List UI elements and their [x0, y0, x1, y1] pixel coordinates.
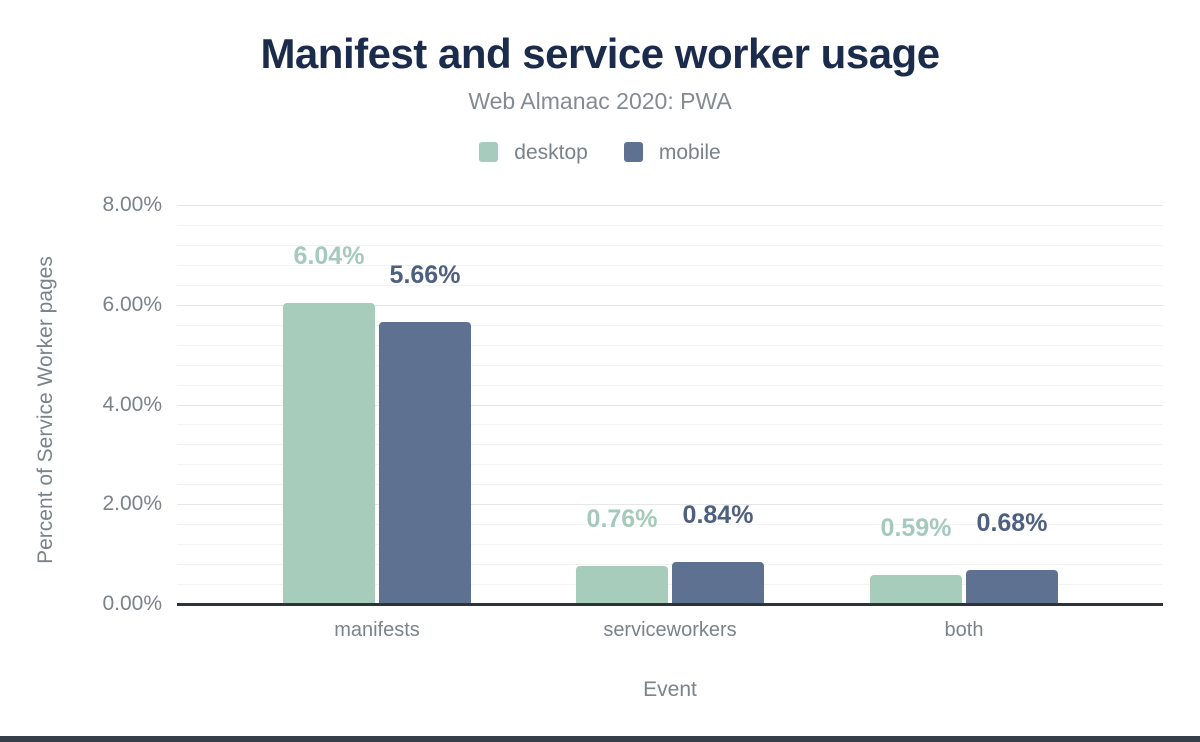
mobile-value-label-serviceworkers: 0.84%: [682, 501, 754, 530]
major-gridline: [177, 205, 1163, 206]
legend-item-desktop: desktop: [479, 142, 588, 163]
minor-gridline: [177, 524, 1163, 526]
minor-gridline: [177, 344, 1163, 346]
y-tick-label: 6.00%: [102, 292, 162, 316]
legend-label: desktop: [514, 140, 588, 164]
minor-gridline: [177, 424, 1163, 426]
major-gridline: [177, 504, 1163, 506]
desktop-value-label-serviceworkers: 0.76%: [586, 505, 658, 534]
minor-gridline: [177, 484, 1163, 486]
x-axis-title: Event: [643, 678, 697, 701]
minor-gridline: [177, 224, 1163, 226]
chart-title: Manifest and service worker usage: [260, 30, 940, 77]
minor-gridline: [177, 364, 1163, 366]
minor-gridline: [177, 464, 1163, 466]
y-tick-label: 4.00%: [102, 392, 162, 416]
minor-gridline: [177, 284, 1163, 286]
legend-label: mobile: [658, 140, 721, 164]
desktop-value-label-manifests: 6.04%: [293, 241, 365, 270]
minor-gridline: [177, 324, 1163, 326]
chart-subtitle: Web Almanac 2020: PWA: [468, 88, 732, 114]
legend: desktop mobile: [0, 140, 1200, 164]
plot-area: 6.04% 5.66% 0.76% 0.84% 0.59% 0.68%: [177, 205, 1163, 606]
legend-item-mobile: mobile: [623, 140, 721, 164]
desktop-bar-manifests[interactable]: [283, 302, 375, 604]
desktop-legend-swatch: [479, 142, 499, 162]
mobile-legend-swatch: [623, 142, 643, 162]
minor-gridline: [177, 384, 1163, 386]
minor-gridline: [177, 564, 1163, 566]
mobile-value-label-manifests: 5.66%: [389, 260, 461, 289]
minor-gridline: [177, 584, 1163, 586]
x-axis-line: [177, 603, 1163, 606]
y-tick-label: 2.00%: [102, 492, 162, 516]
desktop-bar-serviceworkers[interactable]: [576, 566, 668, 604]
y-tick-label: 8.00%: [102, 193, 162, 216]
major-gridline: [177, 304, 1163, 306]
mobile-value-label-both: 0.68%: [976, 509, 1048, 538]
x-tick-label-both: both: [944, 619, 984, 641]
major-gridline: [177, 404, 1163, 406]
footer-accent-bar: [0, 736, 1200, 742]
minor-gridline: [177, 444, 1163, 446]
x-tick-label-manifests: manifests: [334, 619, 420, 641]
mobile-bar-serviceworkers[interactable]: [672, 562, 764, 604]
y-tick-label: 0.00%: [102, 592, 162, 615]
minor-gridline: [177, 264, 1163, 266]
mobile-bar-both[interactable]: [966, 570, 1058, 604]
desktop-bar-both[interactable]: [870, 574, 962, 604]
mobile-bar-manifests[interactable]: [379, 321, 471, 604]
minor-gridline: [177, 244, 1163, 246]
desktop-value-label-both: 0.59%: [880, 513, 952, 542]
x-tick-label-serviceworkers: serviceworkers: [603, 619, 737, 641]
minor-gridline: [177, 544, 1163, 546]
